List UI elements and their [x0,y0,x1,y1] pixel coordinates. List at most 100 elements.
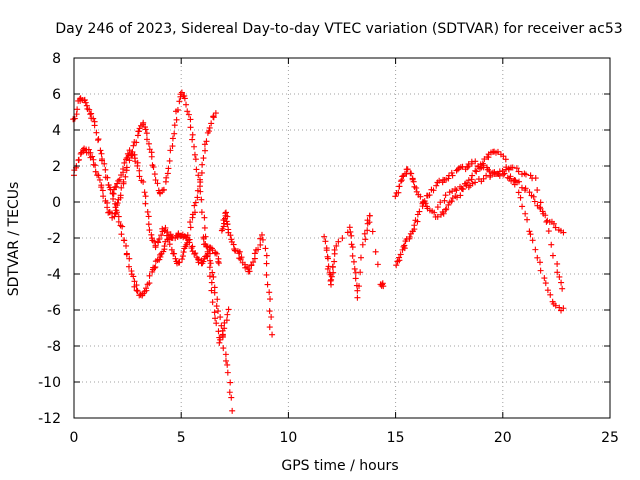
data-point [433,182,440,189]
data-point [539,208,546,215]
data-point [359,241,366,248]
data-point [169,135,176,142]
data-point [134,288,141,295]
data-point [121,159,128,166]
data-point [160,186,167,193]
data-point [537,199,544,206]
data-point [184,232,191,239]
data-point [140,178,147,185]
data-point [222,210,229,217]
data-point [413,185,420,192]
data-point [206,264,213,271]
data-point [201,224,208,231]
data-point [181,95,188,102]
y-tick-label: 6 [52,87,61,103]
data-point [218,322,225,329]
y-tick-label: 4 [52,123,61,139]
data-point [200,155,207,162]
data-point [558,279,565,286]
data-point [98,184,105,191]
data-point [144,208,151,215]
data-point [120,178,127,185]
data-point [136,173,143,180]
series-arc-e [218,209,276,338]
data-point [83,102,90,109]
data-point [220,345,227,352]
data-point [126,255,133,262]
data-point [94,137,101,144]
data-point [443,205,450,212]
data-point [560,229,567,236]
data-point [550,220,557,227]
data-point [157,251,164,258]
data-point [176,98,183,105]
data-point [251,255,258,262]
data-point [152,244,159,251]
data-point [452,186,459,193]
data-point [191,209,198,216]
data-point [209,299,216,306]
data-point [457,183,464,190]
data-point [524,216,531,223]
y-tick-label: -6 [47,303,61,319]
data-point [230,241,237,248]
data-point [472,158,479,165]
data-point [357,269,364,276]
data-point [527,231,534,238]
data-point [227,379,234,386]
data-point [178,89,185,96]
x-tick-labels: 0 5 10 15 20 25 [70,430,619,446]
data-point [348,232,355,239]
data-point [263,252,270,259]
data-point [71,115,78,122]
y-tick-label: 0 [52,195,61,211]
data-point [522,210,529,217]
data-point [95,172,102,179]
data-point [123,164,130,171]
data-point [536,259,543,266]
data-point [90,115,97,122]
x-tick-label: 10 [279,430,297,446]
data-point [87,111,94,118]
data-point [98,150,105,157]
data-point [335,238,342,245]
data-point [476,165,483,172]
data-point [410,178,417,185]
data-point [269,331,276,338]
data-point [437,199,444,206]
data-point [416,208,423,215]
data-point [268,314,275,321]
data-point [105,181,112,188]
data-point [225,306,232,313]
data-point [104,204,111,211]
data-point [148,153,155,160]
data-point [150,163,157,170]
data-point [472,179,479,186]
data-point [92,168,99,175]
data-point [152,264,159,271]
data-point [545,228,552,235]
data-point [509,164,516,171]
data-point [217,336,224,343]
data-point [143,130,150,137]
data-point [112,204,119,211]
data-point [227,232,234,239]
data-point [193,166,200,173]
data-point [542,280,549,287]
data-point [98,157,105,164]
data-point [350,258,357,265]
y-tick-label: 2 [52,159,61,175]
data-point [255,246,262,253]
data-point [541,275,548,282]
data-point [263,271,270,278]
data-point [199,161,206,168]
data-point [206,273,213,280]
data-point [114,180,121,187]
data-point [534,187,541,194]
data-point [104,174,111,181]
data-point [511,181,518,188]
y-axis-label: SDTVAR / TECUs [6,182,22,297]
y-tick-label: -4 [47,267,61,283]
data-point [414,218,421,225]
data-point [115,177,122,184]
